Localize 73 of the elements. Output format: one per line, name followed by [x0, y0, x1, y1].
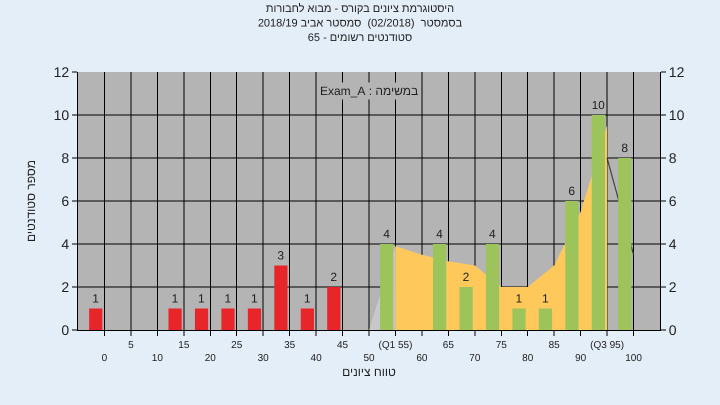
- y-tick-label: 0: [61, 322, 70, 338]
- x-tick-label: 20: [204, 353, 216, 364]
- bar: [538, 308, 552, 330]
- x-tick-label: (Q3 95): [590, 340, 624, 351]
- data-label: 1: [542, 292, 549, 306]
- y-axis-title: מספר סטודנטים: [24, 160, 38, 242]
- data-label: 1: [92, 292, 100, 306]
- bar: [512, 308, 526, 330]
- data-label: 1: [304, 292, 311, 306]
- y-tick-label: 2: [61, 278, 70, 295]
- bar: [327, 287, 340, 330]
- data-label: 1: [198, 292, 206, 306]
- bar: [486, 244, 500, 330]
- y2-tick-label: 2: [668, 278, 677, 295]
- x-tick-label: 0: [102, 353, 108, 364]
- bar: [221, 308, 235, 330]
- bar: [274, 266, 288, 330]
- chart-title: היסטוגרמת ציונים בקורס - מבוא לחבורות בסמסטר (02/2018) סמסטר אביב 2018/19 סטודנטים רשומים - 65: [258, 3, 463, 44]
- x-tick-label: 50: [363, 353, 375, 364]
- y2-tick-label: 12: [668, 64, 685, 80]
- annotation: במשימה : Exam_A: [320, 84, 418, 98]
- y2-tick-label: 0: [668, 322, 677, 338]
- x-tick-label: 25: [231, 340, 243, 351]
- data-label: 1: [515, 292, 522, 306]
- x-tick-label: (Q1 55): [378, 340, 412, 351]
- bar: [433, 244, 446, 330]
- x-tick-label: 40: [310, 353, 322, 364]
- x-tick-label: 80: [522, 353, 534, 364]
- y2-tick-label: 8: [668, 150, 677, 166]
- bar: [592, 115, 605, 330]
- bar: [380, 244, 394, 330]
- y2-tick-label: 4: [668, 236, 677, 252]
- x-tick-label: 5: [128, 340, 134, 351]
- bar: [459, 287, 473, 330]
- bar: [168, 308, 182, 330]
- x-tick-label: 70: [469, 353, 481, 364]
- data-label: 10: [592, 99, 605, 112]
- bar: [248, 308, 262, 330]
- x-tick-label: 35: [284, 340, 296, 351]
- bar: [300, 308, 314, 330]
- x-tick-label: 100: [625, 353, 642, 364]
- x-tick-label: 90: [575, 353, 587, 364]
- bar: [89, 308, 102, 330]
- data-label: 3: [277, 248, 284, 262]
- data-label: 4: [436, 227, 444, 241]
- data-label: 4: [383, 227, 390, 241]
- y-tick-label: 12: [54, 64, 70, 80]
- data-label: 2: [462, 270, 470, 284]
- x-tick-label: 45: [336, 340, 349, 351]
- bar: [565, 201, 579, 330]
- x-tick-label: 60: [416, 353, 428, 364]
- bar: [194, 308, 208, 330]
- x-tick-label: 75: [496, 340, 508, 351]
- x-tick-label: 85: [548, 340, 560, 351]
- x-tick-label: 30: [258, 353, 270, 364]
- data-label: 1: [172, 292, 179, 306]
- x-tick-label: 10: [152, 353, 164, 364]
- data-label: 1: [250, 292, 258, 306]
- y-tick-label: 4: [61, 236, 70, 252]
- x-tick-label: 65: [442, 340, 454, 351]
- y-tick-label: 8: [61, 150, 70, 166]
- data-label: 1: [224, 292, 232, 306]
- data-label: 6: [568, 184, 576, 198]
- bar: [618, 158, 632, 330]
- y-tick-label: 6: [61, 192, 70, 209]
- data-label: 2: [330, 270, 338, 284]
- x-axis-title: טווח ציונים: [342, 364, 396, 379]
- data-label: 8: [621, 141, 628, 155]
- y-tick-label: 10: [54, 106, 70, 123]
- y2-tick-label: 6: [668, 192, 677, 209]
- data-label: 4: [489, 227, 496, 241]
- x-tick-label: 15: [178, 340, 190, 351]
- y2-tick-label: 10: [668, 106, 685, 123]
